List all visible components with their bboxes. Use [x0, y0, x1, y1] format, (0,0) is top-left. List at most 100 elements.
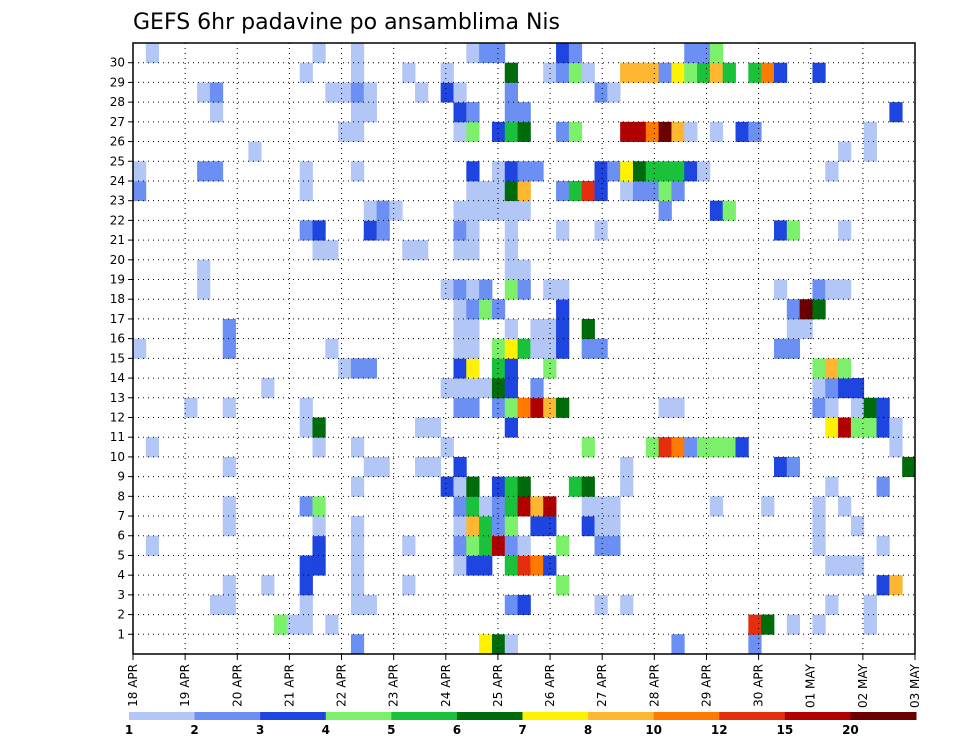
heatmap-cell [453, 200, 467, 221]
heatmap-cell [658, 397, 672, 418]
legend-swatch [194, 712, 261, 720]
heatmap-cell [812, 62, 826, 83]
heatmap-cell [748, 614, 762, 635]
heatmap-cell [504, 476, 518, 497]
heatmap-cell [722, 62, 736, 83]
heatmap-cell [440, 378, 454, 399]
y-tick-label: 17 [110, 312, 125, 326]
heatmap-cell [709, 62, 724, 83]
color-legend: 1 2 3 4 5 6 7 8 10 12 15 20 [125, 712, 917, 737]
legend-label: 15 [776, 723, 793, 737]
heatmap-cell [299, 397, 313, 418]
heatmap-cell [479, 555, 493, 576]
heatmap-cell [645, 161, 660, 182]
heatmap-cell [889, 417, 903, 438]
chart-title: GEFS 6hr padavine po ansamblima Nis [133, 10, 560, 35]
heatmap-cell [556, 299, 570, 320]
heatmap-cell [491, 299, 506, 320]
heatmap-cell [761, 614, 775, 635]
x-tick-label: 26 APR [543, 664, 557, 707]
heatmap-cell [402, 575, 416, 596]
heatmap-cell [812, 496, 826, 517]
heatmap-cell [466, 338, 480, 359]
x-tick-label: 23 APR [387, 664, 401, 707]
heatmap-cell [517, 594, 531, 615]
heatmap-cell [863, 141, 877, 162]
heatmap-cell [325, 614, 339, 635]
heatmap-cell [517, 476, 531, 497]
heatmap-cell [517, 535, 531, 556]
heatmap-cell [415, 82, 429, 103]
heatmap-cell [863, 614, 877, 635]
x-tick-label: 18 APR [126, 664, 140, 707]
heatmap-cell [312, 437, 326, 458]
heatmap-cell [838, 417, 852, 438]
heatmap-cell [453, 240, 467, 261]
y-tick-label: 30 [110, 56, 125, 70]
heatmap-cell [504, 594, 518, 615]
heatmap-cell [722, 437, 736, 458]
x-tick-label: 25 APR [491, 664, 505, 707]
heatmap-cell [222, 397, 236, 418]
heatmap-cell [350, 575, 365, 596]
heatmap-cell [556, 575, 570, 596]
heatmap-cell [504, 279, 518, 300]
heatmap-cell [838, 358, 852, 379]
plot-frame [132, 42, 916, 655]
heatmap-cell [645, 180, 660, 202]
heatmap-cell [491, 516, 506, 537]
heatmap-cell [363, 200, 377, 221]
y-tick-label: 7 [117, 509, 125, 523]
heatmap-cell [697, 43, 711, 64]
heatmap-cell [850, 397, 865, 418]
heatmap-cell [325, 338, 339, 359]
heatmap-cell [248, 141, 262, 162]
heatmap-cell [299, 614, 313, 635]
heatmap-cell [453, 456, 467, 478]
y-tick-label: 8 [117, 489, 125, 503]
heatmap-cell [581, 338, 595, 359]
heatmap-cell [504, 259, 518, 280]
y-tick-label: 6 [117, 529, 125, 543]
heatmap-cell [222, 456, 236, 478]
heatmap-cell [748, 634, 762, 655]
heatmap-cell [786, 220, 801, 241]
x-tick-label: 19 APR [178, 664, 192, 707]
heatmap-cell [517, 200, 531, 221]
heatmap-cell [530, 318, 544, 340]
heatmap-cell [825, 555, 839, 576]
heatmap-cell [568, 180, 583, 202]
heatmap-cell [863, 417, 877, 438]
heatmap-cell [466, 496, 480, 517]
heatmap-cell [671, 397, 685, 418]
heatmap-cell [491, 338, 506, 359]
heatmap-cell [812, 378, 826, 399]
heatmap-cell [812, 614, 826, 635]
heatmap-cell [466, 220, 480, 241]
heatmap-cell [350, 437, 365, 458]
heatmap-cell [350, 43, 365, 64]
y-tick-label: 27 [110, 115, 125, 129]
heatmap-cell [581, 476, 595, 497]
heatmap-cell [594, 535, 608, 556]
heatmap-cell [222, 338, 236, 359]
heatmap-cell [222, 496, 236, 517]
heatmap-cell [479, 200, 493, 221]
heatmap-cell [530, 516, 544, 537]
heatmap-cell [594, 82, 608, 103]
heatmap-cell [440, 82, 454, 103]
heatmap-cell [312, 496, 326, 517]
heatmap-cell [491, 535, 506, 556]
heatmap-cell [671, 437, 685, 458]
heatmap-cell [530, 397, 544, 418]
heatmap-cell [594, 220, 608, 241]
heatmap-cell [453, 397, 467, 418]
heatmap-cell [825, 161, 839, 182]
heatmap-cell [850, 417, 865, 438]
heatmap-cell [453, 279, 467, 300]
heatmap-cell [415, 240, 429, 261]
heatmap-cell [453, 220, 467, 241]
x-tick-label: 29 APR [699, 664, 713, 707]
heatmap-cell [607, 82, 621, 103]
heatmap-cell [312, 516, 326, 537]
